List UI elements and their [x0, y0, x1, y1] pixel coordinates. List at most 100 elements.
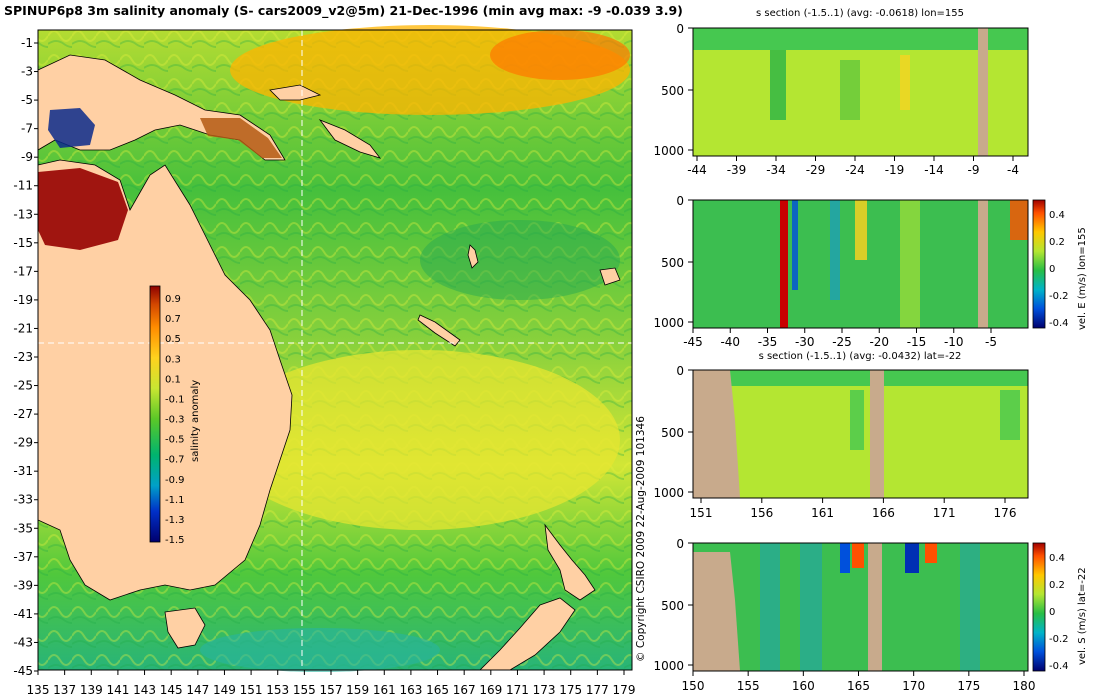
lat-tick-label: -17: [13, 264, 33, 278]
panel-2-xtick: -15: [907, 335, 927, 349]
land-fiji: [599, 267, 621, 286]
panel-4-land-shelf: [693, 552, 740, 671]
panel-2-xtick: -35: [758, 335, 778, 349]
panel-1-xtick: -19: [885, 163, 905, 177]
lat-tick-label: -33: [13, 493, 33, 507]
lat-tick-label: -29: [13, 436, 33, 450]
panel-4-colorbar-tick: 0.2: [1049, 580, 1065, 591]
panel-1-xtick: -44: [687, 163, 707, 177]
panel-3-surface-band: [693, 370, 1028, 386]
lon-tick-label: 163: [399, 683, 422, 697]
panel-4-colorbar-tick: 0.4: [1049, 553, 1065, 564]
panel-1-band-c: [900, 55, 910, 110]
panel-4-band-cyan-c: [960, 543, 980, 671]
panel-4-colorbar-label: vel. S (m/s) lat=-22: [1077, 567, 1088, 665]
land-new-zealand-south: [479, 597, 576, 671]
land-new-guinea-highland: [200, 118, 282, 158]
panel-4-band-blue-b: [905, 543, 919, 573]
panel-2-band-cyan: [830, 200, 840, 300]
panel-2-colorbar-tick: -0.4: [1049, 318, 1069, 329]
panel-2-xtick: -5: [985, 335, 997, 349]
land-new-zealand-north: [544, 523, 596, 601]
salinity-colorbar-tick: -1.3: [165, 515, 185, 526]
section-panel-2: vel. E (m/s) lon=155: [692, 199, 1088, 330]
land-new-guinea-west: [48, 108, 95, 148]
lon-tick-label: 143: [133, 683, 156, 697]
lon-tick-label: 141: [106, 683, 129, 697]
lon-tick-label: 167: [453, 683, 476, 697]
lat-axis: -1 -3 -5 -7 -9 -11 -13 -15 -17 -19 -21 -23 -25 -27 -29…: [13, 36, 38, 678]
salinity-colorbar-tick: 0.1: [165, 374, 181, 385]
lon-tick-label: 175: [559, 683, 582, 697]
lon-axis: 135 137 139 141 143 145 147 149 151 153 155 157 159 1…: [27, 670, 635, 697]
panel-3-ytick: 0: [676, 364, 684, 378]
lat-tick-label: -5: [21, 93, 33, 107]
salinity-colorbar-tick: 0.7: [165, 314, 181, 325]
anomaly-patch-yellow-central: [220, 350, 620, 530]
panel-4-band-cyan-a: [760, 543, 780, 671]
panel-2-ytick: 0: [676, 194, 684, 208]
panel-2-ytick: 1000: [653, 316, 684, 330]
panel-1-xtick: -14: [924, 163, 944, 177]
panel-1-surface-band: [693, 28, 1028, 50]
land-australia: [37, 159, 293, 601]
panel-2-colorbar: [1032, 199, 1046, 329]
panel-4-frame: [692, 542, 1029, 672]
panel-2-xtick: -10: [944, 335, 964, 349]
panel-1-xtick: -24: [845, 163, 865, 177]
salinity-colorbar-tick: -1.1: [165, 495, 185, 506]
panel-1-xtick: -4: [1007, 163, 1019, 177]
panel-2-xtick: -45: [683, 335, 703, 349]
land-vanuatu: [467, 244, 479, 269]
lon-tick-label: 135: [27, 683, 50, 697]
panel-2-colorbar-tick: -0.2: [1049, 291, 1069, 302]
salinity-colorbar: 0.9 0.7 0.5 0.3 0.1 -0.1 -0.3 -0.5 -0.7 -0.9 -1.1 -…: [149, 285, 201, 546]
lat-tick-label: -43: [13, 635, 33, 649]
salinity-colorbar-tick: 0.3: [165, 354, 181, 365]
lat-tick-label: -1: [21, 36, 33, 50]
panel-3-frame: [692, 369, 1029, 499]
lat-tick-label: -39: [13, 578, 33, 592]
lat-tick-label: -41: [13, 607, 33, 621]
anomaly-patch-cyan-south: [200, 628, 440, 672]
panel-2-colorbar-tick: 0.4: [1049, 210, 1065, 221]
lon-tick-label: 157: [320, 683, 343, 697]
panel-4-band-blue-a: [840, 543, 850, 573]
panel-4-xtick: 150: [682, 679, 705, 693]
lon-tick-label: 137: [53, 683, 76, 697]
panel-3-band-b: [1000, 390, 1020, 440]
panel-4-xtick: 165: [847, 679, 870, 693]
lat-tick-label: -31: [13, 464, 33, 478]
panel-2-colorbar-label: vel. E (m/s) lon=155: [1077, 227, 1088, 330]
lon-tick-label: 139: [80, 683, 103, 697]
land-cape-york-red: [38, 168, 128, 250]
panel-3-xtick: 166: [872, 506, 895, 520]
panel-1-band-a: [770, 50, 786, 120]
lat-tick-label: -19: [13, 293, 33, 307]
panel-2-xtick: -30: [795, 335, 815, 349]
panel-4-xtick: 175: [957, 679, 980, 693]
panel-4-xtick: 155: [737, 679, 760, 693]
anomaly-patch-green-east: [420, 220, 620, 300]
panel-1-band-b: [840, 60, 860, 120]
lon-tick-label: 145: [160, 683, 183, 697]
panel-2-frame: [692, 199, 1029, 329]
panel-3-xtick: 151: [690, 506, 713, 520]
land-solomons: [318, 119, 382, 159]
lon-tick-label: 149: [213, 683, 236, 697]
map-title: SPINUP6p8 3m salinity anomaly (S- cars20…: [4, 3, 683, 19]
panel-1-title: s section (-1.5..1) (avg: -0.0618) lon=1…: [756, 8, 964, 19]
panel-1-xtick: -9: [968, 163, 980, 177]
lon-tick-label: 177: [586, 683, 609, 697]
panel-4-land-ridge: [868, 543, 882, 671]
panel-2-band-red: [780, 200, 788, 328]
lon-tick-label: 161: [373, 683, 396, 697]
panel-1-ytick: 1000: [653, 144, 684, 158]
lon-tick-label: 173: [533, 683, 556, 697]
anomaly-patch-red-north: [490, 30, 630, 80]
salinity-colorbar-tick: -0.9: [165, 475, 185, 486]
panel-4-ytick: 1000: [653, 659, 684, 673]
salinity-colorbar-tick: 0.9: [165, 294, 181, 305]
